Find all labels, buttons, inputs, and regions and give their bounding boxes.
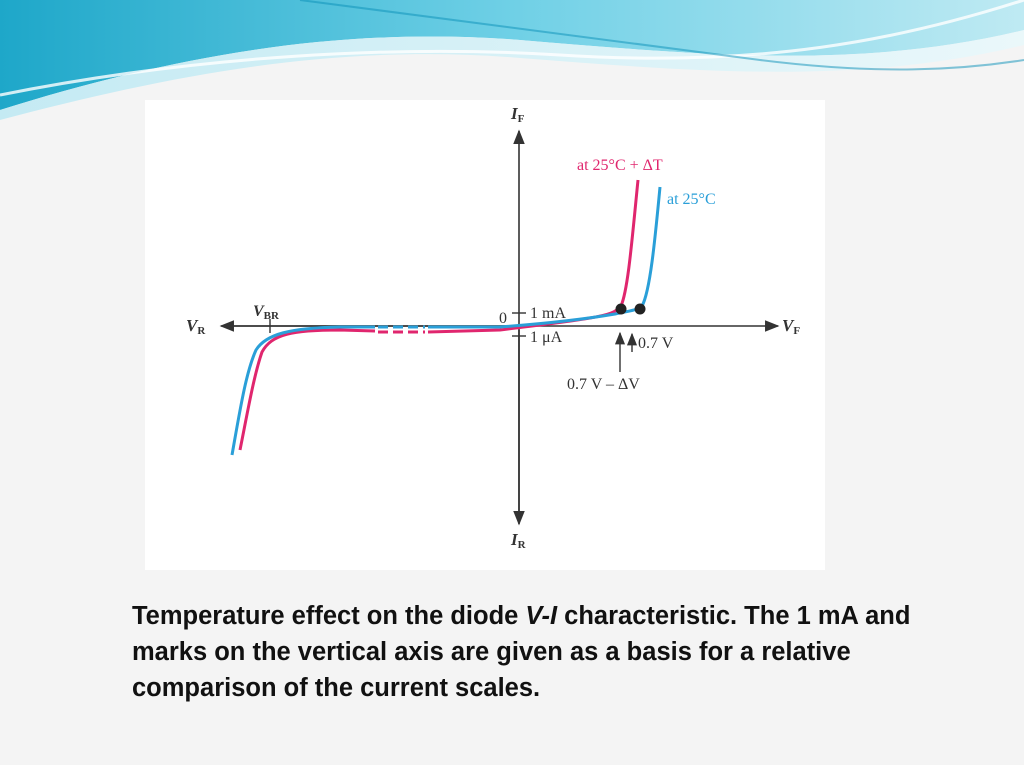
label-1ma: 1 mA (530, 305, 566, 322)
label-vr: VR (186, 316, 206, 337)
label-origin: 0 (499, 310, 507, 327)
label-curve-25c: at 25°C (667, 191, 716, 208)
knee-point-hot (615, 303, 627, 315)
figure-caption: Temperature effect on the diode V-I char… (132, 602, 911, 702)
header-wave-top (0, 0, 1024, 110)
label-ir: IR (510, 530, 527, 551)
curve-25c-right (428, 186, 662, 329)
label-vbr: VBR (253, 303, 280, 322)
label-1ua: 1 μA (530, 329, 563, 346)
label-07v-minus-dv: 0.7 V – ΔV (567, 376, 640, 393)
label-curve-hot: at 25°C + ΔT (577, 157, 663, 174)
curve-hot (238, 328, 376, 451)
figure-panel (145, 100, 825, 570)
header-wave-light (0, 30, 1024, 120)
label-vf: VF (782, 316, 800, 337)
header-wave-line (0, 0, 1024, 97)
label-if: IF (510, 104, 525, 125)
knee-point-25c (634, 303, 646, 315)
label-07v: 0.7 V (638, 335, 674, 352)
curve-25c (230, 325, 375, 456)
header-wave-line-2 (299, 0, 1024, 71)
